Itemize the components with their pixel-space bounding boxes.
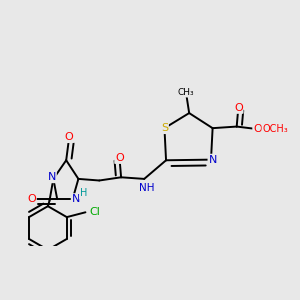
Text: N: N xyxy=(208,154,217,165)
Text: N: N xyxy=(48,172,56,182)
Text: OCH₃: OCH₃ xyxy=(262,124,288,134)
Text: O: O xyxy=(64,132,73,142)
Text: N: N xyxy=(72,194,80,204)
Text: CH₃: CH₃ xyxy=(178,88,194,97)
Text: O: O xyxy=(253,124,262,134)
Text: O: O xyxy=(27,194,36,204)
Text: NH: NH xyxy=(139,183,154,193)
Text: O: O xyxy=(115,153,124,163)
Text: O: O xyxy=(234,103,243,113)
Text: S: S xyxy=(161,123,168,133)
Text: H: H xyxy=(80,188,87,198)
Text: Cl: Cl xyxy=(89,207,100,217)
